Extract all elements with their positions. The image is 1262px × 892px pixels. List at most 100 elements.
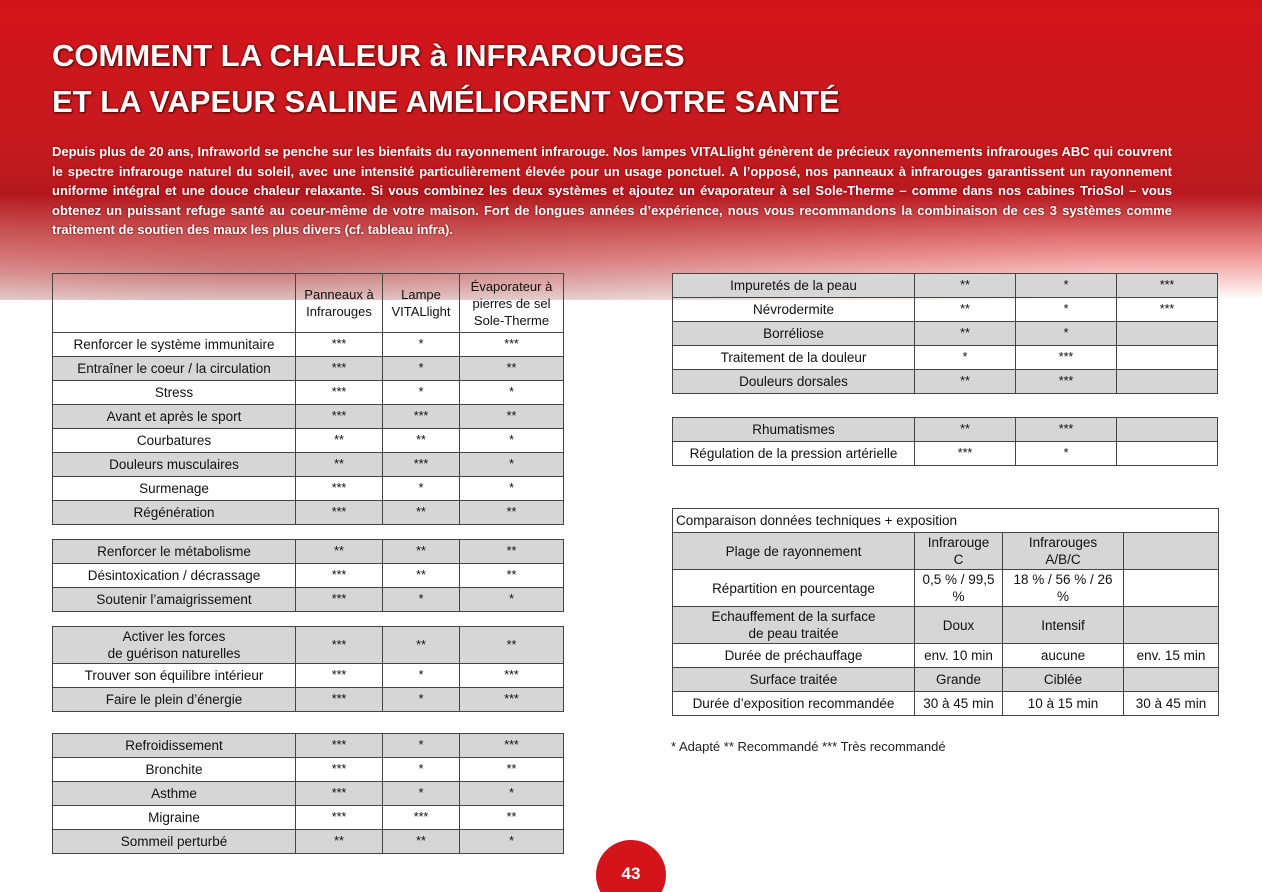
cell: 0,5 % / 99,5 %: [914, 569, 1003, 607]
cell: ***: [295, 626, 383, 664]
page-number-badge: [596, 840, 666, 892]
cell: [1123, 569, 1219, 607]
cell: **: [914, 321, 1016, 346]
cell: Infrarouge C: [914, 532, 1003, 570]
table-row: Impuretés de la peau ** * ***: [672, 273, 1218, 298]
cell: ***: [382, 452, 460, 477]
row-label: Surface traitée: [672, 667, 915, 692]
title-line: COMMENT LA CHALEUR à INFRAROUGES: [52, 38, 685, 73]
cell: [1116, 441, 1218, 466]
table-row: Stress *** * *: [52, 380, 564, 405]
cell: **: [459, 757, 564, 782]
cell: *: [1015, 273, 1117, 298]
table-row: Renforcer le système immunitaire *** * ***: [52, 332, 564, 357]
cell: **: [295, 539, 383, 564]
header-cell: Lampe VITALlight: [382, 273, 460, 333]
cell: *: [459, 428, 564, 453]
cell: [1123, 606, 1219, 644]
cell: *: [459, 781, 564, 806]
table-row: Trouver son équilibre intérieur *** * ***: [52, 663, 564, 688]
table-row: Courbatures ** ** *: [52, 428, 564, 453]
cell: env. 10 min: [914, 643, 1003, 668]
cell: *: [459, 380, 564, 405]
cell: ***: [382, 805, 460, 830]
table-row: Régulation de la pression artérielle *** *: [672, 441, 1218, 466]
table-row: Désintoxication / décrassage *** ** **: [52, 563, 564, 588]
cell: **: [914, 297, 1016, 322]
cell: Grande: [914, 667, 1003, 692]
cell: **: [382, 626, 460, 664]
cell: **: [382, 539, 460, 564]
cell: ***: [295, 733, 383, 758]
row-label: Echauffement de la surface de peau trait…: [672, 606, 915, 644]
table-row: Traitement de la douleur * ***: [672, 345, 1218, 370]
table-row: Avant et après le sport *** *** **: [52, 404, 564, 429]
row-label: Bronchite: [52, 757, 296, 782]
row-label: Rhumatismes: [672, 417, 915, 442]
row-label: Trouver son équilibre intérieur: [52, 663, 296, 688]
cell: *: [1015, 297, 1117, 322]
row-label: Refroidissement: [52, 733, 296, 758]
cell: *: [382, 663, 460, 688]
table-row: Bronchite *** * **: [52, 757, 564, 782]
cell: ***: [459, 332, 564, 357]
cell: *: [1015, 441, 1117, 466]
cell: **: [459, 539, 564, 564]
cell: **: [295, 428, 383, 453]
cell: *: [459, 587, 564, 612]
row-label: Traitement de la douleur: [672, 345, 915, 370]
row-label: Durée de préchauffage: [672, 643, 915, 668]
cell: Doux: [914, 606, 1003, 644]
row-label: Activer les forces de guérison naturelle…: [52, 626, 296, 664]
row-label: Douleurs musculaires: [52, 452, 296, 477]
header-row: Comparaison données techniques + exposit…: [672, 508, 1219, 533]
row-label: Avant et après le sport: [52, 404, 296, 429]
row-label: Renforcer le métabolisme: [52, 539, 296, 564]
cell: *: [1015, 321, 1117, 346]
cell: [1116, 345, 1218, 370]
cell: 18 % / 56 % / 26 %: [1002, 569, 1124, 607]
cell: **: [382, 500, 460, 525]
table-row: Echauffement de la surface de peau trait…: [672, 606, 1219, 644]
cell: **: [914, 273, 1016, 298]
tech-table: Comparaison données techniques + exposit…: [672, 508, 1219, 716]
cell: **: [459, 500, 564, 525]
table-row: Surface traitée Grande Ciblée: [672, 667, 1219, 692]
cell: **: [459, 563, 564, 588]
rating-table: Rhumatismes ** *** Régulation de la pressio…: [672, 417, 1218, 466]
table-row: Douleurs dorsales ** ***: [672, 369, 1218, 394]
table-row: Répartition en pourcentage 0,5 % / 99,5 %…: [672, 569, 1219, 607]
row-label: Surmenage: [52, 476, 296, 501]
cell: ***: [914, 441, 1016, 466]
cell: ***: [1015, 345, 1117, 370]
cell: *: [382, 757, 460, 782]
cell: aucune: [1002, 643, 1124, 668]
cell: ***: [1116, 297, 1218, 322]
table-row: Entraîner le coeur / la circulation *** * *…: [52, 356, 564, 381]
cell: *: [382, 476, 460, 501]
cell: ***: [295, 476, 383, 501]
header-cell: Évaporateur à pierres de sel Sole-Therme: [459, 273, 564, 333]
cell: ***: [295, 663, 383, 688]
cell: 10 à 15 min: [1002, 691, 1124, 716]
table-row: Soutenir l’amaigrissement *** * *: [52, 587, 564, 612]
cell: *: [459, 829, 564, 854]
row-label: Régulation de la pression artérielle: [672, 441, 915, 466]
cell: *: [382, 687, 460, 712]
cell: **: [459, 626, 564, 664]
table-row: Douleurs musculaires ** *** *: [52, 452, 564, 477]
rating-table: Renforcer le métabolisme ** ** ** Désintoxic…: [52, 539, 564, 612]
cell: **: [295, 829, 383, 854]
table-row: Surmenage *** * *: [52, 476, 564, 501]
table-row: Durée d’exposition recommandée 30 à 45 mi…: [672, 691, 1219, 716]
cell: *: [459, 452, 564, 477]
cell: ***: [1116, 273, 1218, 298]
table-row: Durée de préchauffage env. 10 min aucune en…: [672, 643, 1219, 668]
table-row: Activer les forces de guérison naturelle…: [52, 626, 564, 664]
tech-title: Comparaison données techniques + exposit…: [672, 508, 1219, 533]
cell: *: [382, 356, 460, 381]
cell: *: [382, 587, 460, 612]
cell: [1116, 321, 1218, 346]
cell: ***: [295, 587, 383, 612]
